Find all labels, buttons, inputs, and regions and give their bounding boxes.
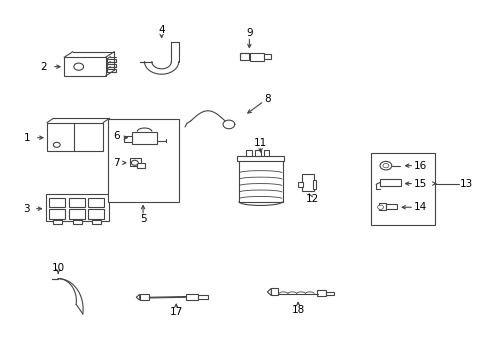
Circle shape — [131, 160, 138, 165]
Bar — [49, 210, 65, 219]
Bar — [107, 59, 116, 62]
Text: 7: 7 — [113, 158, 120, 168]
Text: 17: 17 — [169, 307, 183, 317]
Bar — [47, 123, 103, 151]
Text: 12: 12 — [305, 194, 319, 204]
Bar — [263, 149, 269, 156]
Bar — [236, 156, 284, 161]
Circle shape — [74, 63, 83, 70]
Text: 13: 13 — [459, 179, 472, 189]
Text: 6: 6 — [113, 131, 120, 141]
Text: 3: 3 — [22, 204, 29, 214]
Bar — [123, 136, 132, 142]
Bar — [130, 158, 141, 166]
Bar — [88, 198, 104, 207]
Bar — [245, 149, 251, 156]
Bar — [250, 53, 264, 60]
Text: 2: 2 — [40, 62, 47, 72]
Bar — [312, 180, 315, 189]
Bar — [264, 54, 270, 59]
Text: 1: 1 — [24, 133, 31, 143]
Bar — [271, 288, 278, 296]
Bar — [326, 292, 333, 295]
Text: 18: 18 — [291, 305, 304, 315]
Text: 9: 9 — [245, 28, 252, 38]
Circle shape — [382, 163, 388, 168]
Bar — [379, 179, 400, 186]
Bar — [140, 294, 149, 300]
Circle shape — [53, 142, 60, 147]
Bar — [370, 153, 434, 225]
Bar — [386, 204, 396, 210]
Bar — [254, 149, 260, 156]
Bar — [108, 119, 178, 202]
Text: 16: 16 — [412, 161, 426, 171]
Text: 11: 11 — [253, 138, 266, 148]
Bar — [298, 182, 303, 187]
Bar — [73, 220, 81, 224]
Bar — [316, 291, 326, 296]
Text: 14: 14 — [412, 202, 426, 212]
Bar — [132, 132, 157, 144]
Bar — [69, 198, 84, 207]
Text: 15: 15 — [412, 179, 426, 189]
Bar — [49, 198, 65, 207]
Bar — [302, 174, 313, 192]
Bar — [378, 203, 386, 211]
Bar — [69, 210, 84, 219]
Bar — [53, 220, 62, 224]
Text: 5: 5 — [140, 215, 146, 224]
Bar — [92, 220, 101, 224]
Polygon shape — [267, 288, 271, 296]
Bar — [238, 160, 282, 202]
Bar — [64, 57, 105, 76]
Bar — [198, 295, 207, 299]
Circle shape — [379, 161, 391, 170]
Bar — [107, 64, 116, 67]
Bar — [107, 69, 116, 72]
Polygon shape — [136, 294, 140, 300]
Bar — [137, 163, 145, 168]
Circle shape — [377, 205, 383, 210]
Text: 4: 4 — [158, 25, 164, 35]
Bar — [185, 294, 198, 300]
Text: 8: 8 — [264, 94, 271, 104]
Bar — [45, 194, 109, 221]
Text: 10: 10 — [52, 262, 65, 273]
Bar — [239, 53, 249, 60]
Bar — [88, 210, 104, 219]
